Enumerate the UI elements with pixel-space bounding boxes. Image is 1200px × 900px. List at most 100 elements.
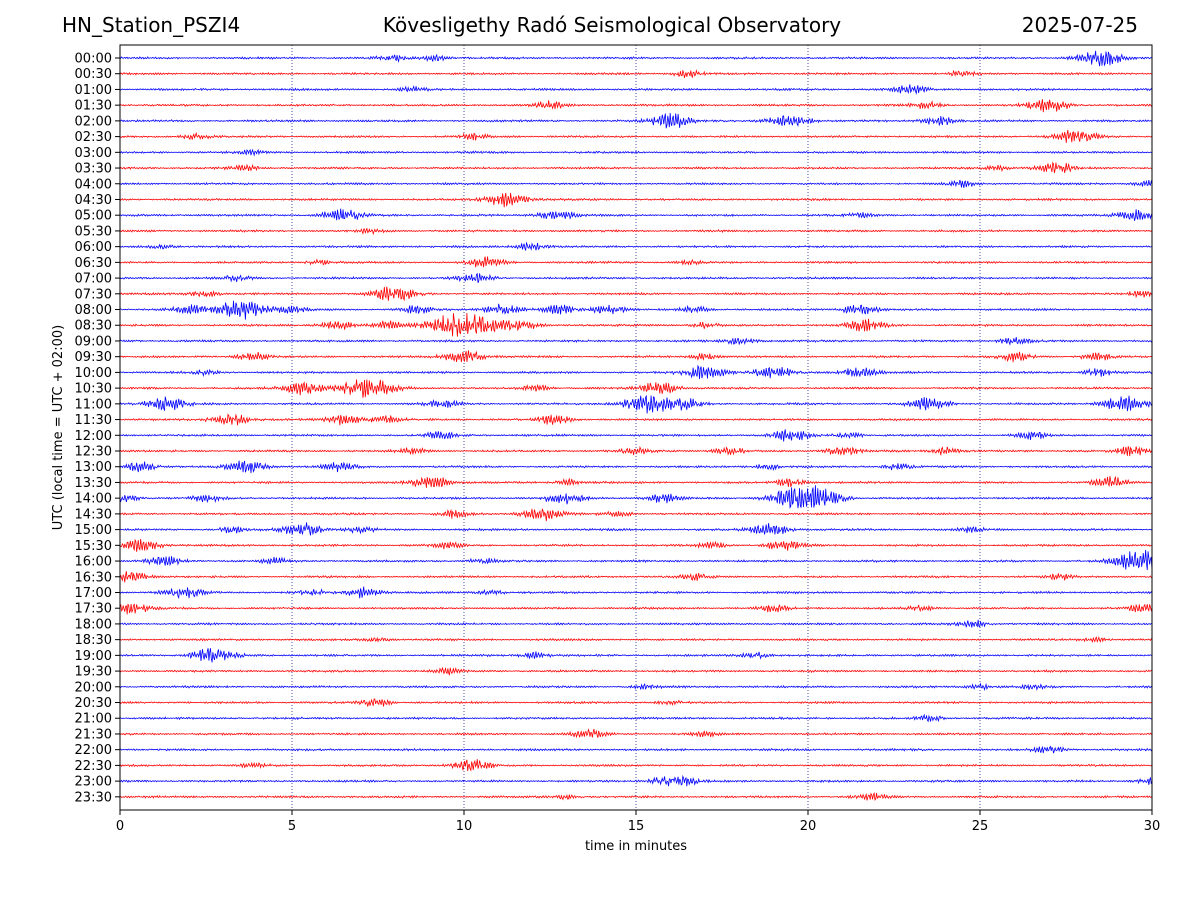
trace-2330 <box>119 791 1153 802</box>
y-tick-label: 11:00 <box>75 397 112 412</box>
trace-1100 <box>119 394 1153 414</box>
station-name: HN_Station_PSZI4 <box>62 13 241 37</box>
trace-0400 <box>119 179 1153 188</box>
trace-1000 <box>119 364 1153 379</box>
y-tick-label: 09:30 <box>75 350 112 365</box>
x-axis-label: time in minutes <box>585 839 687 854</box>
y-tick-label: 14:00 <box>75 492 112 507</box>
y-tick-label: 12:00 <box>75 429 112 444</box>
trace-1430 <box>119 508 1153 522</box>
trace-1130 <box>119 413 1153 426</box>
y-tick-label: 03:00 <box>75 146 112 161</box>
x-tick-label: 20 <box>800 819 817 834</box>
y-tick-label: 01:00 <box>75 83 112 98</box>
y-tick-label: 00:00 <box>75 52 112 67</box>
y-tick-label: 15:00 <box>75 523 112 538</box>
trace-2230 <box>119 759 1153 772</box>
plot-frame <box>119 44 1153 811</box>
y-tick-label: 09:00 <box>75 334 112 349</box>
trace-2200 <box>119 745 1153 754</box>
y-tick-label: 06:00 <box>75 240 112 255</box>
trace-0130 <box>119 99 1153 113</box>
y-tick-label: 03:30 <box>75 162 112 177</box>
y-tick-label: 15:30 <box>75 539 112 554</box>
y-tick-label: 01:30 <box>75 99 112 114</box>
trace-rows <box>119 50 1153 802</box>
trace-1900 <box>119 648 1153 663</box>
trace-1530 <box>119 538 1153 552</box>
trace-0530 <box>119 228 1153 236</box>
y-tick-label: 07:30 <box>75 287 112 302</box>
trace-0200 <box>119 112 1153 129</box>
y-tick-label: 20:00 <box>75 680 112 695</box>
trace-2000 <box>119 682 1153 692</box>
y-tick-label: 22:30 <box>75 759 112 774</box>
record-date: 2025-07-25 <box>1021 13 1138 37</box>
y-tick-label: 14:30 <box>75 507 112 522</box>
trace-0330 <box>119 161 1153 174</box>
y-tick-label: 12:30 <box>75 445 112 460</box>
trace-1800 <box>119 619 1153 628</box>
trace-0100 <box>119 84 1153 96</box>
trace-0300 <box>119 148 1153 157</box>
trace-1930 <box>119 666 1153 677</box>
trace-0630 <box>119 256 1153 268</box>
trace-1230 <box>119 445 1153 457</box>
trace-0030 <box>119 69 1153 78</box>
y-tick-label: 13:30 <box>75 476 112 491</box>
y-tick-label: 16:00 <box>75 555 112 570</box>
trace-0800 <box>119 300 1153 320</box>
y-tick-label: 13:00 <box>75 460 112 475</box>
y-tick-label: 23:00 <box>75 775 112 790</box>
trace-0500 <box>119 208 1153 221</box>
y-axis-label: UTC (local time = UTC + 02:00) <box>51 325 66 530</box>
y-tick-label: 22:00 <box>75 743 112 758</box>
trace-1730 <box>119 603 1153 615</box>
trace-0430 <box>119 192 1153 208</box>
trace-0000 <box>119 50 1153 67</box>
trace-1030 <box>119 379 1153 398</box>
y-tick-label: 08:00 <box>75 303 112 318</box>
y-tick-label: 05:30 <box>75 224 112 239</box>
y-tick-label: 07:00 <box>75 272 112 287</box>
trace-0600 <box>119 241 1153 251</box>
trace-0830 <box>119 313 1153 337</box>
trace-1700 <box>119 586 1153 600</box>
y-tick-label: 16:30 <box>75 570 112 585</box>
x-tick-label: 25 <box>972 819 989 834</box>
trace-0700 <box>119 272 1153 284</box>
y-tick-label: 19:00 <box>75 649 112 664</box>
trace-2300 <box>119 774 1153 787</box>
y-tick-label: 11:30 <box>75 413 112 428</box>
x-tick-label: 30 <box>1144 819 1161 834</box>
observatory-title: Kövesligethy Radó Seismological Observat… <box>382 13 842 37</box>
grid-lines <box>291 45 981 810</box>
y-tick-label: 02:30 <box>75 130 112 145</box>
trace-1600 <box>119 549 1153 571</box>
y-tick-label: 21:00 <box>75 712 112 727</box>
y-tick-label: 17:00 <box>75 586 112 601</box>
x-ticks: 0 5 10 15 20 25 30 <box>116 810 1160 834</box>
y-tick-label: 10:00 <box>75 366 112 381</box>
y-tick-label: 08:30 <box>75 319 112 334</box>
y-tick-labels: 00:0000:3001:0001:3002:0002:3003:0003:30… <box>75 52 120 805</box>
y-tick-label: 17:30 <box>75 602 112 617</box>
x-tick-label: 15 <box>628 819 645 834</box>
trace-2030 <box>119 698 1153 707</box>
y-tick-label: 19:30 <box>75 665 112 680</box>
y-tick-label: 00:30 <box>75 67 112 82</box>
trace-2130 <box>119 728 1153 739</box>
trace-1400 <box>119 485 1153 509</box>
y-tick-label: 02:00 <box>75 114 112 129</box>
x-tick-label: 0 <box>116 819 124 834</box>
y-tick-label: 04:30 <box>75 193 112 208</box>
trace-1330 <box>119 475 1153 488</box>
y-tick-label: 18:00 <box>75 617 112 632</box>
y-tick-label: 10:30 <box>75 382 112 397</box>
y-tick-label: 06:30 <box>75 256 112 271</box>
trace-1200 <box>119 429 1153 442</box>
trace-2100 <box>119 713 1153 723</box>
x-tick-label: 10 <box>456 819 473 834</box>
y-tick-label: 04:00 <box>75 177 112 192</box>
